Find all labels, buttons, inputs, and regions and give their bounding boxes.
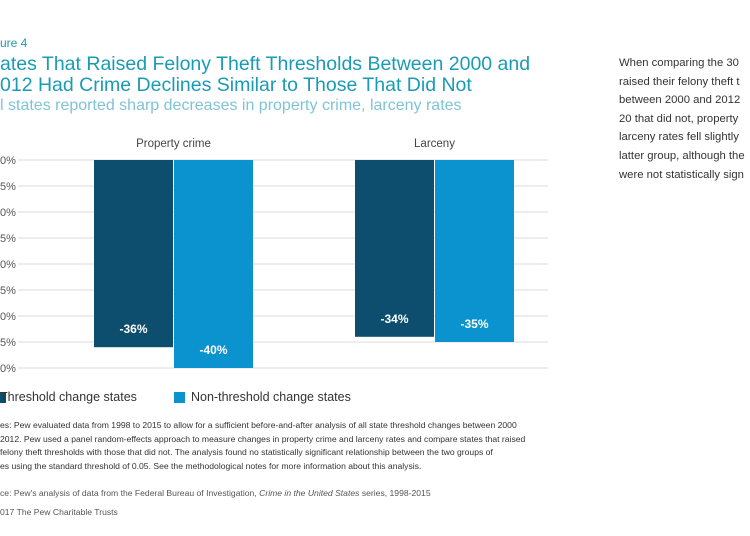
y-tick-label: 0% bbox=[0, 311, 16, 323]
side-text-line: raised their felony theft t bbox=[619, 75, 740, 88]
legend-swatch-threshold bbox=[0, 392, 6, 403]
y-tick-label: 5% bbox=[0, 181, 16, 193]
y-tick-label: 0% bbox=[0, 155, 16, 167]
data-label: -40% bbox=[199, 343, 227, 357]
side-text-line: between 2000 and 2012 bbox=[619, 94, 741, 107]
figure-label: ure 4 bbox=[0, 36, 28, 50]
legend-label-threshold: Threshold change states bbox=[0, 390, 137, 404]
chart-subtitle: l states reported sharp decreases in pro… bbox=[0, 97, 462, 114]
y-tick-label: 0% bbox=[0, 259, 16, 271]
notes-line: 2012. Pew used a panel random-effects ap… bbox=[0, 433, 526, 444]
bar-threshold bbox=[94, 160, 173, 348]
legend-swatch-non-threshold bbox=[174, 392, 185, 403]
category-label: Larceny bbox=[414, 138, 455, 150]
y-tick-label: 5% bbox=[0, 337, 16, 349]
legend-label-non-threshold: Non-threshold change states bbox=[191, 390, 351, 404]
notes-line: felony theft thresholds with those that … bbox=[0, 447, 493, 458]
title-line: ates That Raised Felony Theft Thresholds… bbox=[0, 53, 531, 75]
source-prefix: ce: Pew's analysis of data from the Fede… bbox=[0, 488, 260, 498]
chart-legend: Threshold change states Non-threshold ch… bbox=[0, 390, 560, 406]
side-text-line: When comparing the 30 bbox=[619, 57, 739, 69]
y-tick-label: 5% bbox=[0, 233, 16, 245]
y-tick-label: 0% bbox=[0, 363, 16, 373]
copyright: 017 The Pew Charitable Trusts bbox=[0, 507, 118, 517]
data-label: -34% bbox=[380, 312, 408, 326]
notes-line: es using the standard threshold of 0.05.… bbox=[0, 460, 422, 471]
notes-line: es: Pew evaluated data from 1998 to 2015… bbox=[0, 420, 517, 430]
chart-source: ce: Pew's analysis of data from the Fede… bbox=[0, 488, 431, 498]
category-label: Property crime bbox=[136, 138, 211, 150]
chart-notes: es: Pew evaluated data from 1998 to 2015… bbox=[0, 419, 570, 473]
y-tick-label: 5% bbox=[0, 285, 16, 297]
side-text-line: larceny rates fell slightly bbox=[619, 131, 739, 144]
source-suffix: series, 1998-2015 bbox=[359, 488, 431, 498]
side-text: When comparing the 30 raised their felon… bbox=[619, 54, 750, 184]
bar-non-threshold bbox=[435, 160, 514, 342]
chart-title: ates That Raised Felony Theft Thresholds… bbox=[0, 54, 560, 96]
source-italic: Crime in the United States bbox=[259, 488, 360, 498]
data-label: -36% bbox=[119, 322, 147, 336]
bar-non-threshold bbox=[174, 160, 253, 368]
side-text-line: latter group, although the bbox=[619, 149, 745, 162]
data-label: -35% bbox=[460, 317, 488, 331]
side-text-line: 20 that did not, property bbox=[619, 112, 739, 125]
bar-chart: 0% 5% 0% 5% 0% 5% 0% 5% 0% Property crime -36% -40%… bbox=[0, 138, 548, 373]
bar-threshold bbox=[355, 160, 434, 337]
y-tick-label: 0% bbox=[0, 207, 16, 219]
title-line: 012 Had Crime Declines Similar to Those … bbox=[0, 74, 472, 96]
side-text-line: were not statistically sign bbox=[619, 168, 744, 181]
